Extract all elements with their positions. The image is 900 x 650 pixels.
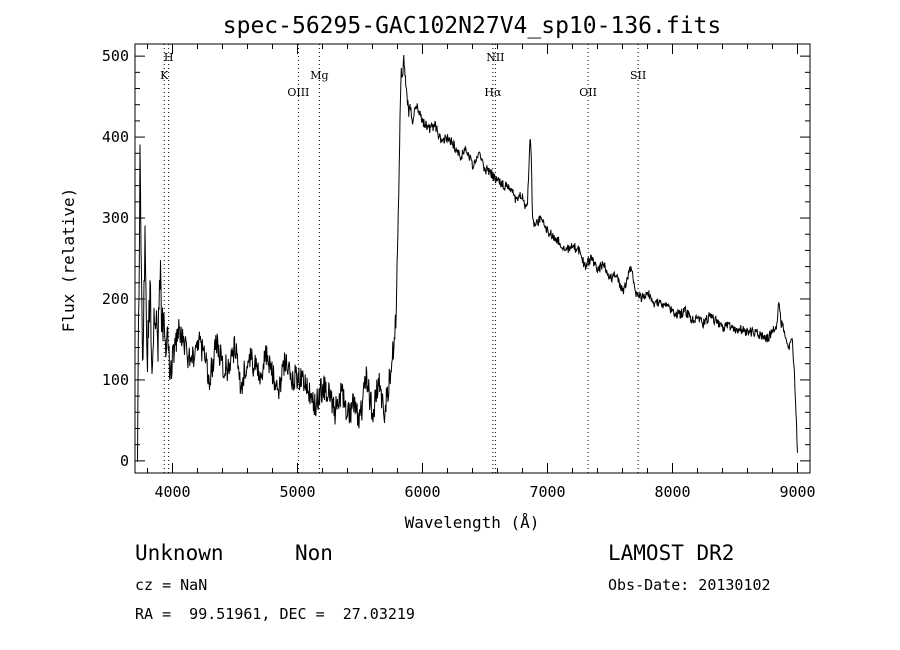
x-tick-label: 7000: [529, 483, 565, 501]
spectrum-series-line: [137, 54, 798, 462]
cz-text: cz = NaN: [135, 576, 207, 594]
x-tick-label: 6000: [404, 483, 440, 501]
obs-date-text: Obs-Date: 20130102: [608, 576, 771, 594]
spectral-line-label: K: [160, 69, 169, 82]
y-tick-label: 200: [102, 290, 129, 308]
subclass-text: Non: [295, 541, 333, 565]
y-tick-label: 400: [102, 128, 129, 146]
spectral-line-label: SII: [630, 69, 646, 82]
spectral-line-label: Hα: [484, 86, 502, 99]
x-axis-label: Wavelength (Å): [405, 513, 540, 532]
y-axis-label: Flux (relative): [59, 188, 78, 333]
chart-title: spec-56295-GAC102N27V4_sp10-136.fits: [223, 13, 722, 39]
spectral-line-label: OII: [579, 86, 597, 99]
spectral-line-label: Mg: [310, 69, 328, 82]
x-tick-label: 9000: [779, 483, 815, 501]
x-tick-label: 5000: [279, 483, 315, 501]
x-tick-label: 4000: [154, 483, 190, 501]
y-tick-label: 100: [102, 371, 129, 389]
spectral-line-label: NII: [486, 51, 504, 64]
x-tick-label: 8000: [654, 483, 690, 501]
coords-text: RA = 99.51961, DEC = 27.03219: [135, 605, 415, 623]
axis-ticks: 4000 5000 6000 7000 8000 9000 0 100 200 300 400 500: [102, 44, 816, 501]
class-text: Unknown: [135, 541, 224, 565]
y-tick-label: 0: [120, 452, 129, 470]
spectral-line-label: H: [164, 51, 174, 64]
spectral-line-label: OIII: [287, 86, 309, 99]
y-tick-label: 500: [102, 47, 129, 65]
survey-text: LAMOST DR2: [608, 541, 734, 565]
y-tick-label: 300: [102, 209, 129, 227]
plot-frame: [134, 43, 811, 474]
